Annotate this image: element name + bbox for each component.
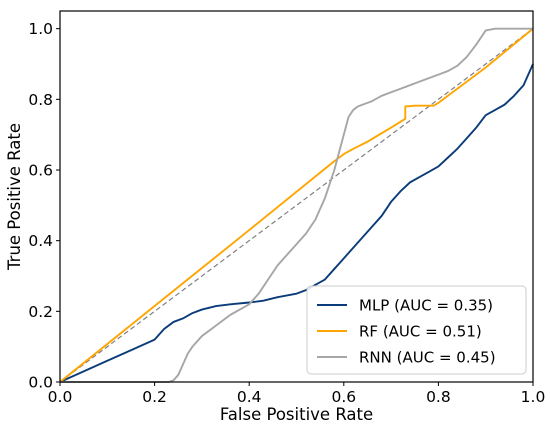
x-tick-label: 0.2 xyxy=(142,388,167,406)
x-tick-label: 0.4 xyxy=(237,388,262,406)
y-axis-title: True Positive Rate xyxy=(5,123,24,271)
y-tick-label: 0.4 xyxy=(28,232,53,250)
x-tick-label: 0.8 xyxy=(426,388,451,406)
x-axis-title: False Positive Rate xyxy=(220,405,373,424)
legend-box xyxy=(306,285,527,375)
chance-diagonal xyxy=(59,28,534,383)
axis-ticks: 0.0 0.2 0.4 0.6 0.8 1.0 0.0 0.2 0.4 0.6 0.8 1.0 xyxy=(28,20,545,406)
y-tick-label: 0.2 xyxy=(28,303,53,321)
legend-label-0: MLP (AUC = 0.35) xyxy=(359,297,493,315)
y-tick-label: 0.8 xyxy=(28,91,53,109)
series-line-0 xyxy=(59,63,534,383)
x-tick-label: 0.6 xyxy=(331,388,356,406)
axes-frame xyxy=(59,10,534,383)
y-tick-label: 0.0 xyxy=(28,374,53,392)
plot-area xyxy=(59,27,534,383)
series-line-1 xyxy=(59,27,534,383)
x-tick-label: 0.0 xyxy=(48,388,73,406)
x-tick-label: 1.0 xyxy=(521,388,546,406)
legend-label-2: RNN (AUC = 0.45) xyxy=(359,349,496,367)
series-line-2 xyxy=(60,27,533,383)
legend: MLP (AUC = 0.35) RF (AUC = 0.51) RNN (AUC … xyxy=(306,285,527,375)
y-tick-label: 1.0 xyxy=(28,20,53,38)
legend-label-1: RF (AUC = 0.51) xyxy=(359,323,482,341)
y-tick-label: 0.6 xyxy=(28,162,53,180)
